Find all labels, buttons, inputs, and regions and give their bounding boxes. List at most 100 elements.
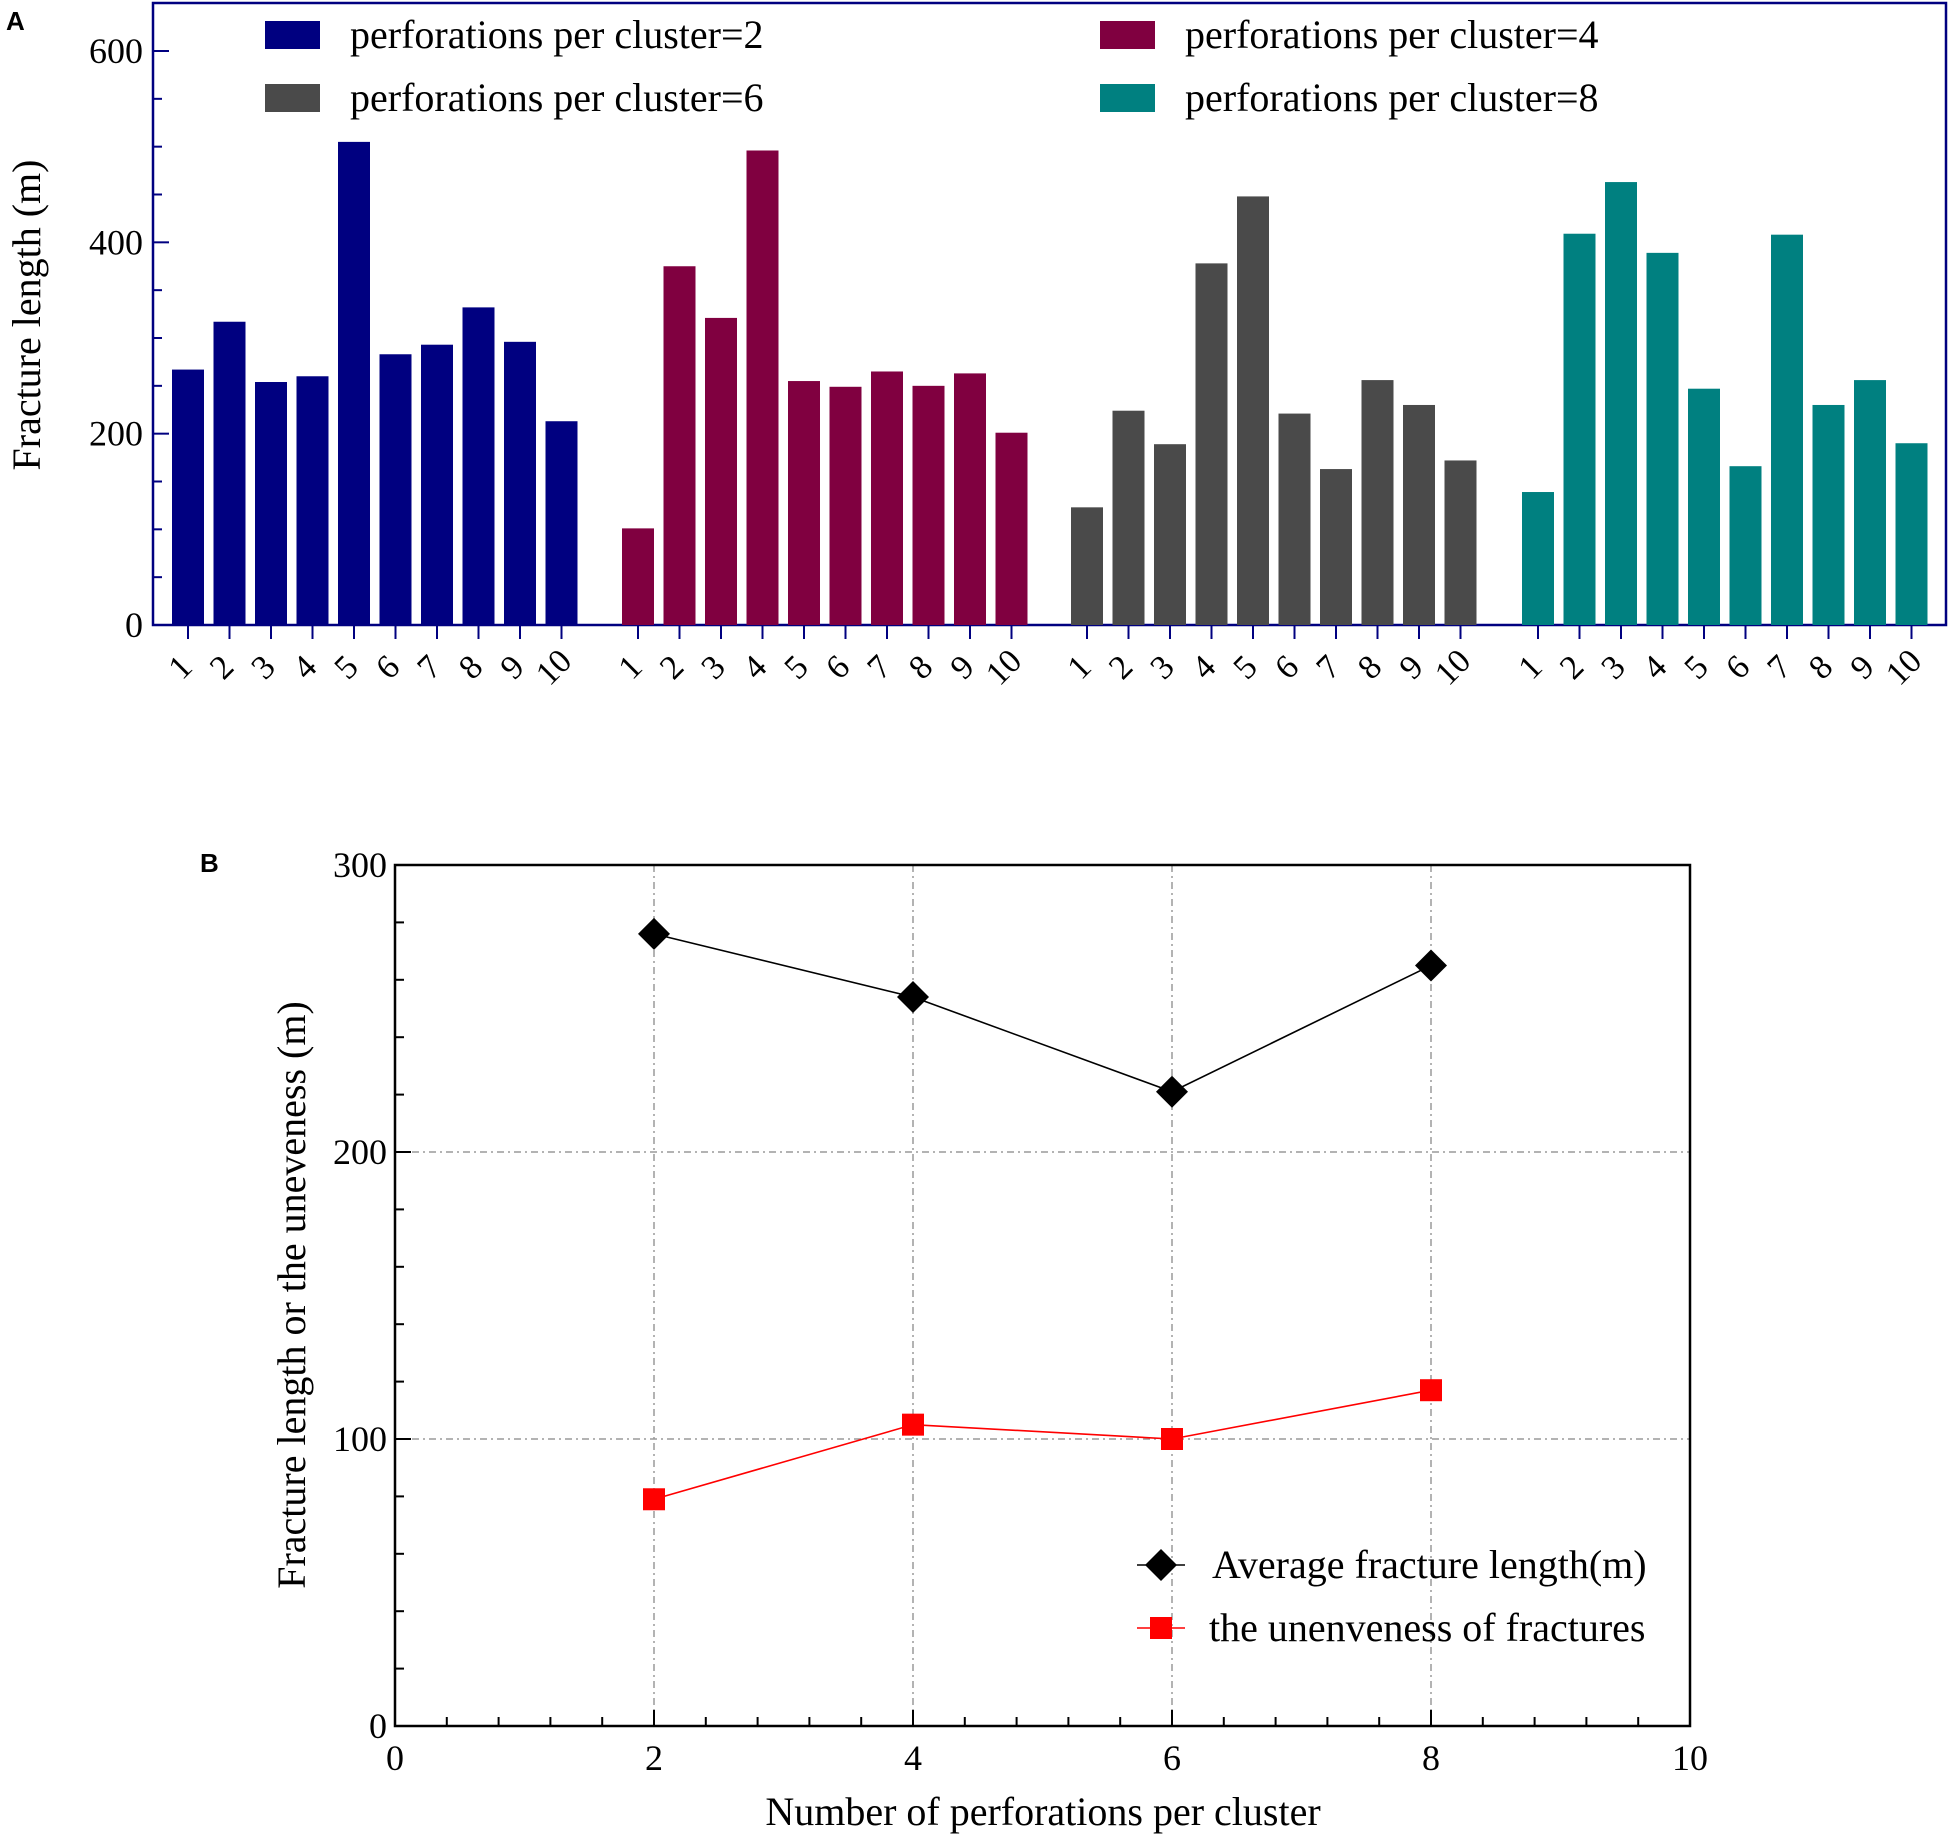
bar-2-6 (829, 386, 862, 625)
x-tick-label: 5 (1677, 648, 1715, 686)
data-point-2-6 (1161, 1428, 1183, 1450)
panel-b-label: B (200, 848, 219, 878)
x-tick-label: 7 (1760, 648, 1798, 686)
bar-1-9 (504, 341, 536, 625)
bar-2-2 (663, 266, 696, 625)
x-tick-label: 9 (493, 648, 531, 686)
panel-a-y-axis: 0 200 400 600 (89, 31, 169, 645)
x-tick-label: 8 (902, 648, 940, 686)
bar-3-7 (1320, 469, 1352, 625)
data-point-1-8 (1415, 949, 1447, 982)
data-point-2-8 (1420, 1379, 1442, 1402)
x-tick-label: 2 (1553, 648, 1591, 686)
legend-label: the unenveness of fractures (1209, 1605, 1645, 1650)
x-tick-label: 10 (1672, 1738, 1708, 1778)
bar-1-1 (172, 369, 204, 625)
bar-3-4 (1195, 263, 1228, 625)
panel-b-grid (395, 865, 1690, 1726)
panel-b-plot-frame (393, 863, 1692, 1728)
x-tick-label: 8 (1802, 648, 1840, 686)
bar-2-9 (954, 373, 986, 625)
bar-1-7 (421, 344, 453, 625)
x-tick-label: 9 (1392, 648, 1430, 686)
x-tick-label: 7 (1309, 648, 1347, 686)
bar-2-3 (705, 317, 737, 625)
legend-label: Average fracture length(m) (1212, 1542, 1647, 1587)
x-tick-label: 1 (161, 648, 199, 686)
legend-marker (1150, 1617, 1172, 1639)
bar-3-1 (1071, 507, 1103, 625)
data-point-2-4 (902, 1413, 924, 1436)
x-tick-label: 4 (1636, 648, 1674, 686)
x-tick-label: 2 (1102, 648, 1140, 686)
x-tick-label: 4 (736, 648, 774, 686)
x-tick-label: 8 (1351, 648, 1389, 686)
x-tick-label: 2 (203, 648, 241, 686)
data-point-1-4 (897, 981, 929, 1014)
legend-marker (1145, 1549, 1177, 1581)
legend-swatch (265, 21, 320, 49)
x-tick-label: 8 (452, 648, 490, 686)
data-point-1-6 (1156, 1075, 1188, 1108)
data-point-1-2 (638, 917, 670, 950)
x-tick-label: 8 (1422, 1738, 1440, 1778)
legend-label: perforations per cluster=4 (1185, 12, 1599, 57)
y-tick-label: 100 (333, 1419, 387, 1459)
bar-3-3 (1154, 444, 1186, 625)
bar-1-6 (379, 354, 412, 625)
bar-3-2 (1112, 410, 1145, 625)
data-point-2-2 (643, 1488, 665, 1511)
panel-a-y-axis-title: Fracture length (m) (4, 160, 49, 471)
x-tick-label: 3 (1143, 648, 1181, 686)
series-line-1 (653, 933, 1432, 1093)
bar-4-2 (1563, 233, 1596, 625)
bar-2-7 (871, 371, 903, 625)
x-tick-label: 10 (979, 642, 1029, 692)
bar-2-10 (995, 432, 1028, 625)
x-tick-label: 9 (943, 648, 981, 686)
y-tick-label: 0 (369, 1706, 387, 1746)
panel-a-label: A (6, 6, 25, 36)
panel-b-y-axis-title: Fracture length or the uneveness (m) (269, 1001, 314, 1589)
y-tick-label: 600 (89, 31, 143, 71)
y-tick-label: 200 (89, 414, 143, 454)
bar-4-6 (1729, 466, 1762, 625)
x-tick-label: 4 (286, 648, 324, 686)
y-tick-label: 0 (125, 605, 143, 645)
x-tick-label: 4 (904, 1738, 922, 1778)
bar-3-9 (1403, 404, 1435, 625)
x-tick-label: 3 (694, 648, 732, 686)
x-tick-label: 5 (777, 648, 815, 686)
x-tick-label: 6 (1163, 1738, 1181, 1778)
x-tick-label: 6 (1719, 648, 1757, 686)
x-tick-label: 1 (1511, 648, 1549, 686)
x-tick-label: 6 (369, 648, 407, 686)
legend-swatch (1100, 21, 1155, 49)
bar-2-5 (788, 381, 820, 625)
x-tick-label: 7 (410, 648, 448, 686)
x-tick-label: 6 (819, 648, 857, 686)
bar-1-8 (462, 307, 495, 625)
x-tick-label: 4 (1185, 648, 1223, 686)
panel-b-x-axis-title: Number of perforations per cluster (765, 1789, 1320, 1834)
x-tick-label: 10 (1428, 642, 1478, 692)
x-tick-label: 2 (653, 648, 691, 686)
panel-a-legend: perforations per cluster=2 perforations p… (265, 12, 1599, 120)
x-tick-label: 7 (860, 648, 898, 686)
x-tick-label: 5 (1226, 648, 1264, 686)
panel-b-legend: Average fracture length(m) the unenveness… (1137, 1542, 1647, 1650)
x-tick-label: 9 (1843, 648, 1881, 686)
bar-4-3 (1605, 182, 1637, 625)
legend-label: perforations per cluster=8 (1185, 75, 1599, 120)
bar-2-8 (912, 385, 945, 625)
bar-2-4 (746, 150, 779, 625)
legend-swatch (1100, 84, 1155, 112)
x-tick-label: 10 (529, 642, 579, 692)
bar-1-2 (213, 321, 246, 625)
x-tick-label: 1 (611, 648, 649, 686)
bar-4-10 (1895, 443, 1928, 625)
bar-4-9 (1854, 380, 1886, 625)
bar-2-1 (622, 528, 654, 625)
